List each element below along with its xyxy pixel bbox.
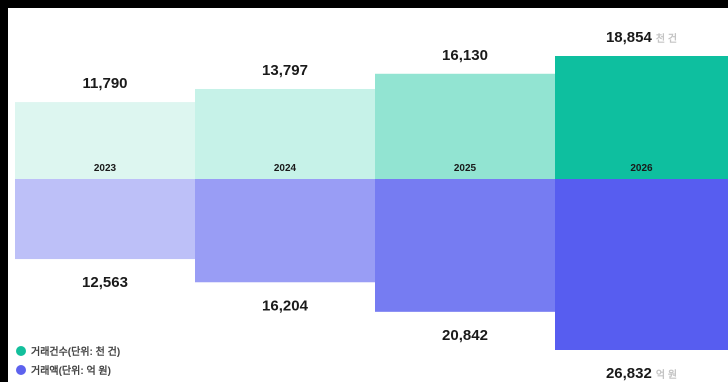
legend-swatch-amount — [16, 365, 26, 375]
legend-label-amount: 거래액(단위: 억 원) — [31, 364, 111, 377]
legend: 거래건수(단위: 천 건) 거래액(단위: 억 원) — [16, 345, 120, 377]
value-label-amount-2024: 16,204 — [262, 297, 309, 314]
bar-transactions-2024 — [195, 88, 375, 179]
year-label-2025: 2025 — [454, 163, 477, 174]
bar-transactions-2025 — [375, 73, 555, 179]
legend-label-transactions: 거래건수(단위: 천 건) — [31, 345, 120, 358]
value-label-transactions-2023: 11,790 — [82, 75, 127, 92]
bar-amount-2026 — [555, 179, 728, 350]
bar-amount-2024 — [195, 179, 375, 283]
value-label-transactions-2024: 13,797 — [262, 62, 308, 79]
value-label-amount-2026: 26,832 억 원 — [606, 365, 677, 382]
bar-transactions-2026 — [555, 56, 728, 179]
year-label-2024: 2024 — [274, 163, 297, 174]
year-label-2023: 2023 — [94, 163, 117, 174]
value-label-transactions-2025: 16,130 — [442, 47, 488, 64]
year-label-2026: 2026 — [630, 163, 653, 174]
value-label-amount-2025: 20,842 — [442, 327, 488, 344]
bar-amount-2025 — [375, 179, 555, 312]
value-label-amount-2023: 12,563 — [82, 274, 128, 291]
legend-swatch-transactions — [16, 346, 26, 356]
bar-amount-2023 — [15, 179, 195, 260]
bar-transactions-2023 — [15, 102, 195, 179]
value-label-transactions-2026: 18,854 천 건 — [606, 29, 677, 46]
